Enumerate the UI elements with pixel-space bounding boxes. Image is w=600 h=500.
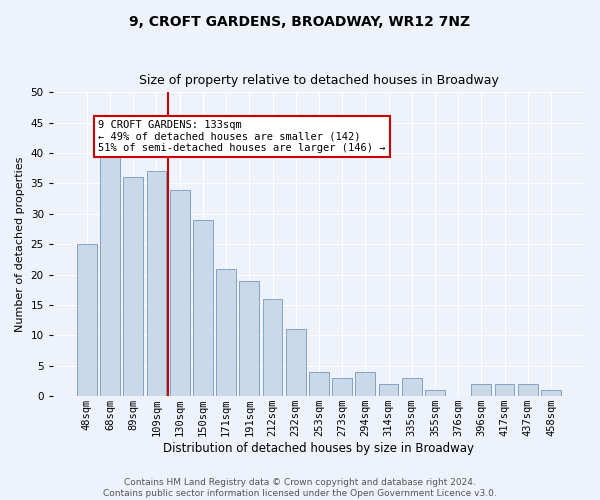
Bar [494, 384, 514, 396]
Bar [216, 268, 236, 396]
Bar [170, 190, 190, 396]
Bar [518, 384, 538, 396]
Bar [124, 178, 143, 396]
Y-axis label: Number of detached properties: Number of detached properties [15, 156, 25, 332]
Bar [77, 244, 97, 396]
Bar [239, 280, 259, 396]
Text: 9, CROFT GARDENS, BROADWAY, WR12 7NZ: 9, CROFT GARDENS, BROADWAY, WR12 7NZ [130, 15, 470, 29]
Title: Size of property relative to detached houses in Broadway: Size of property relative to detached ho… [139, 74, 499, 87]
Bar [146, 172, 166, 396]
Bar [425, 390, 445, 396]
Bar [402, 378, 422, 396]
Text: 9 CROFT GARDENS: 133sqm
← 49% of detached houses are smaller (142)
51% of semi-d: 9 CROFT GARDENS: 133sqm ← 49% of detache… [98, 120, 386, 153]
Bar [332, 378, 352, 396]
Text: Contains HM Land Registry data © Crown copyright and database right 2024.
Contai: Contains HM Land Registry data © Crown c… [103, 478, 497, 498]
Bar [100, 153, 120, 396]
Bar [355, 372, 375, 396]
Bar [286, 330, 305, 396]
Bar [541, 390, 561, 396]
Bar [379, 384, 398, 396]
X-axis label: Distribution of detached houses by size in Broadway: Distribution of detached houses by size … [163, 442, 475, 455]
Bar [309, 372, 329, 396]
Bar [472, 384, 491, 396]
Bar [263, 299, 283, 396]
Bar [193, 220, 213, 396]
